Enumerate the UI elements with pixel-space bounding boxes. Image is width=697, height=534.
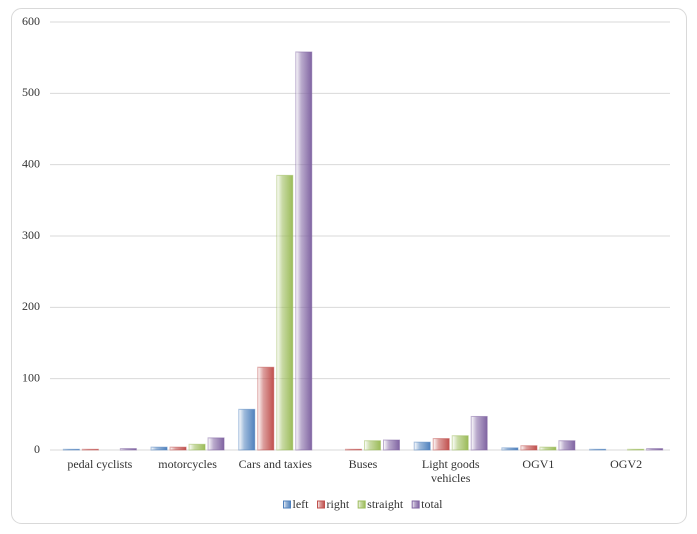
bar (188, 443, 206, 451)
bar (62, 448, 80, 451)
x-tick-label: motorcycles (158, 457, 217, 471)
y-tick-label: 400 (22, 156, 40, 170)
bar (238, 408, 256, 451)
bar (207, 437, 225, 451)
legend-label: right (327, 497, 350, 511)
legend-swatch (357, 500, 366, 509)
bar (432, 438, 450, 451)
bar (295, 51, 313, 451)
bar (81, 448, 99, 451)
legend-label: left (293, 497, 310, 511)
legend: left right straight total (283, 497, 443, 511)
bar (589, 448, 607, 451)
y-tick-label: 300 (22, 228, 40, 242)
x-tick-label: pedal cyclists (67, 457, 132, 471)
bar (646, 448, 664, 451)
bar (470, 415, 488, 451)
bar (627, 448, 645, 451)
bar (501, 447, 519, 451)
legend-label: total (421, 497, 443, 511)
legend-swatch (317, 500, 325, 509)
bar (276, 174, 294, 451)
bar (413, 441, 431, 451)
x-tick-label: Light goods vehicles (422, 457, 480, 485)
bar (257, 366, 275, 451)
bar (169, 446, 187, 451)
bar (150, 446, 168, 451)
bar (558, 440, 576, 451)
bar (539, 446, 557, 451)
bar (345, 448, 362, 451)
x-tick-label: Cars and taxies (239, 457, 313, 471)
legend-swatch (411, 500, 420, 509)
x-tick-label: OGV2 (610, 457, 642, 471)
bar (451, 435, 469, 451)
y-tick-label: 600 (22, 14, 40, 28)
legend-label: straight (367, 497, 404, 511)
chart-frame (11, 8, 687, 524)
y-tick-label: 500 (22, 85, 40, 99)
bar (520, 445, 538, 451)
y-tick-label: 100 (22, 370, 40, 384)
bar (119, 448, 137, 451)
bar (383, 439, 400, 451)
y-tick-label: 0 (34, 442, 40, 456)
x-tick-label: Buses (349, 457, 378, 471)
bar (364, 440, 381, 451)
legend-swatch (283, 500, 291, 509)
y-tick-label: 200 (22, 299, 40, 313)
x-tick-label: OGV1 (522, 457, 554, 471)
